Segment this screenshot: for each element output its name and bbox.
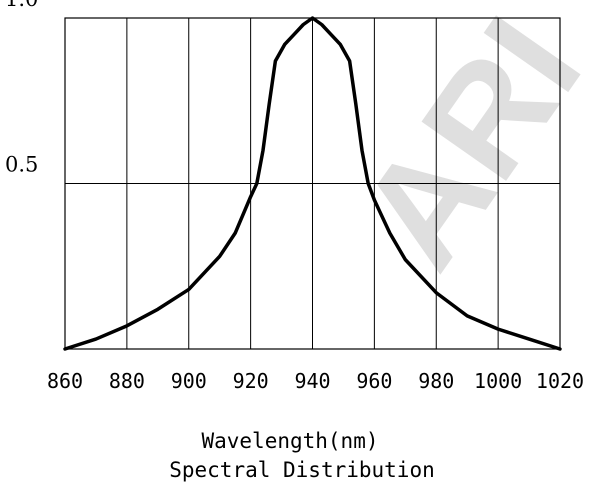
x-tick-label: 900 <box>171 369 207 393</box>
x-tick-label: 860 <box>47 369 83 393</box>
x-tick-label: 980 <box>418 369 454 393</box>
watermark-text: ARI <box>327 0 605 296</box>
x-tick-label: 880 <box>109 369 145 393</box>
x-tick-label: 1020 <box>536 369 584 393</box>
x-tick-labels: 860 880 900 920 940 960 980 1000 1020 <box>47 369 584 393</box>
watermark: ARI <box>327 0 605 296</box>
x-tick-label: 1000 <box>474 369 522 393</box>
chart-title: Spectral Distribution <box>169 458 435 482</box>
x-axis-label: Wavelength(nm) <box>201 429 378 453</box>
x-tick-label: 940 <box>294 369 330 393</box>
grid <box>65 18 560 349</box>
x-tick-label: 960 <box>356 369 392 393</box>
series-line <box>63 16 562 351</box>
y-tick-labels: 0.5 1.0 <box>5 0 38 177</box>
y-tick-label: 1.0 <box>5 0 38 11</box>
y-tick-label: 0.5 <box>5 153 38 177</box>
x-tick-label: 920 <box>233 369 269 393</box>
